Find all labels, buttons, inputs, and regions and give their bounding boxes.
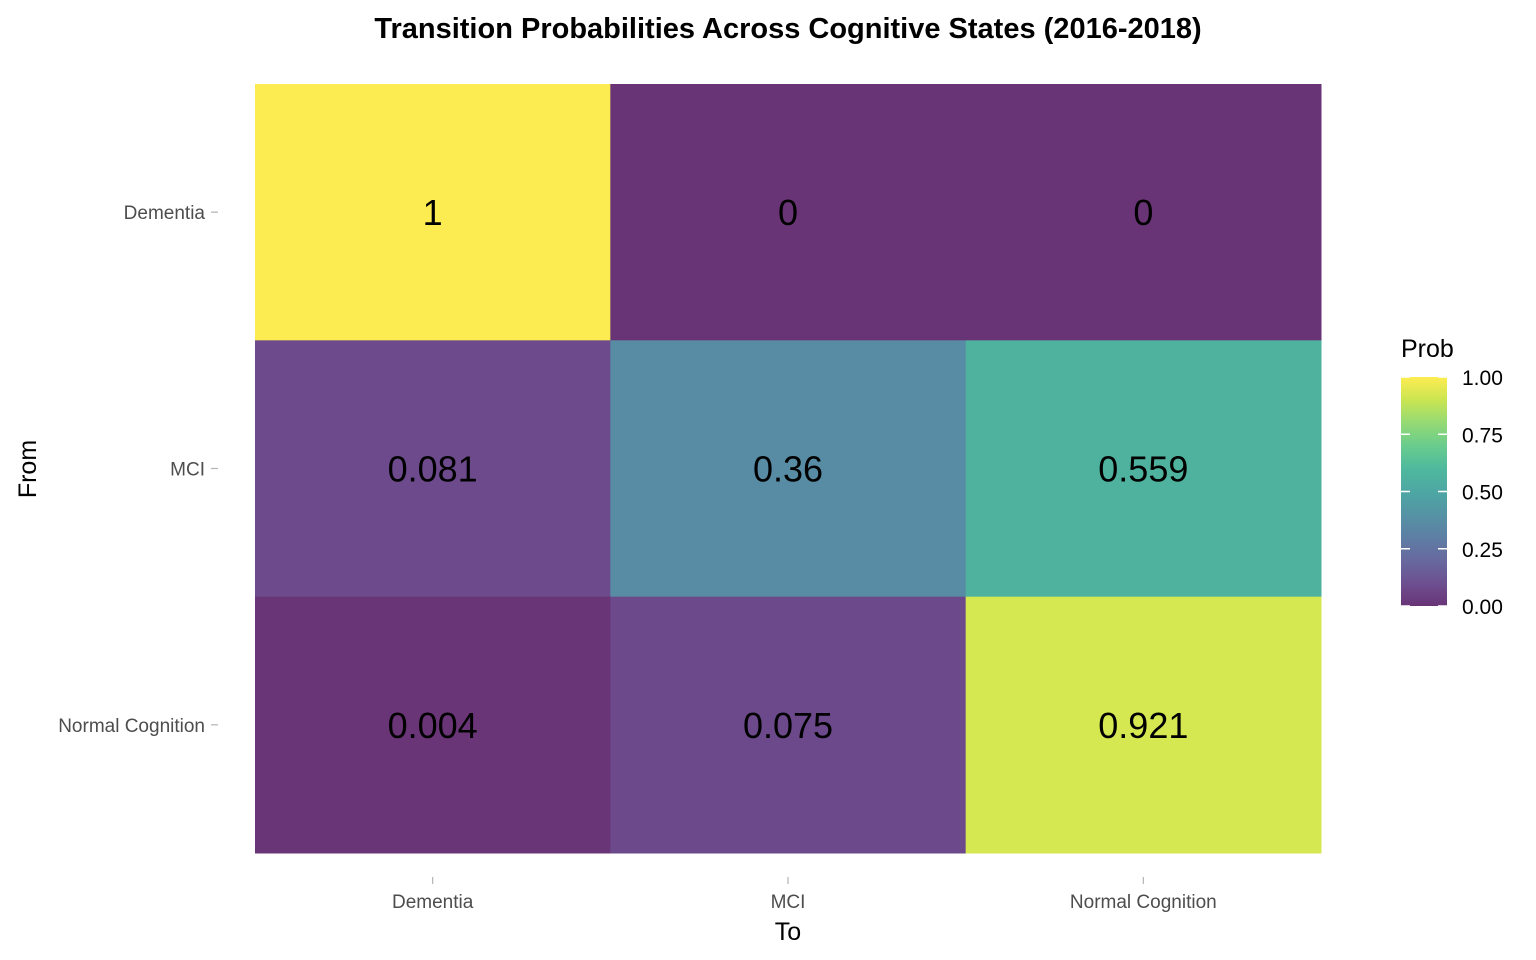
cell-normal-cognition-to-mci-label: 0.075 [743, 705, 833, 746]
legend-tick-label: 0.75 [1462, 424, 1503, 447]
cell-mci-to-mci-label: 0.36 [753, 449, 823, 490]
cell-normal-cognition-to-dementia-label: 0.004 [388, 705, 478, 746]
legend-tick-label: 1.00 [1462, 367, 1503, 390]
cell-dementia-to-mci-label: 0 [778, 192, 798, 233]
cell-normal-cognition-to-dementia-tile [255, 596, 611, 854]
cell-mci-to-normal-cognition-label: 0.559 [1098, 449, 1188, 490]
cell-mci-to-mci-tile [610, 340, 967, 598]
cell-mci-to-normal-cognition-tile [965, 340, 1322, 598]
x-axis: Dementia MCI Normal Cognition [392, 877, 1217, 913]
y-tick-label-normal-cognition: Normal Cognition [58, 716, 205, 737]
x-tick-label-dementia: Dementia [392, 892, 474, 913]
legend-tick-label: 0.00 [1462, 596, 1503, 619]
cell-dementia-to-normal-cognition-label: 0 [1133, 192, 1153, 233]
legend-tick-label: 0.25 [1462, 539, 1503, 562]
heatmap-tiles [255, 84, 1322, 854]
cell-dementia-to-dementia-tile [255, 84, 611, 341]
cell-mci-to-dementia-tile [255, 340, 611, 598]
cell-mci-to-dementia-label: 0.081 [388, 449, 478, 490]
legend-tick-label: 0.50 [1462, 482, 1503, 505]
legend-ticks: 0.00 0.25 0.50 0.75 1.00 [1401, 367, 1503, 619]
y-tick-label-mci: MCI [170, 460, 205, 481]
cell-labels: 1 0 0 0.081 0.36 0.559 0.004 0.075 0.921 [388, 192, 1189, 746]
x-tick-label-normal-cognition: Normal Cognition [1070, 892, 1217, 913]
cell-normal-cognition-to-mci-tile [610, 596, 967, 854]
cell-normal-cognition-to-normal-cognition-label: 0.921 [1098, 705, 1188, 746]
cell-normal-cognition-to-normal-cognition-tile [965, 596, 1322, 854]
cell-dementia-to-dementia-label: 1 [423, 192, 443, 233]
color-legend: Prob 0.00 0.25 0.50 0.75 1.00 [1401, 335, 1503, 619]
y-axis: Dementia MCI Normal Cognition [58, 203, 218, 737]
cell-dementia-to-mci-tile [610, 84, 967, 341]
y-tick-label-dementia: Dementia [124, 203, 206, 224]
legend-title: Prob [1401, 335, 1454, 363]
y-axis-title: From [14, 440, 42, 498]
cell-dementia-to-normal-cognition-tile [965, 84, 1322, 341]
x-axis-title: To [775, 918, 801, 946]
x-tick-label-mci: MCI [771, 892, 806, 913]
chart-title: Transition Probabilities Across Cognitiv… [374, 13, 1201, 45]
